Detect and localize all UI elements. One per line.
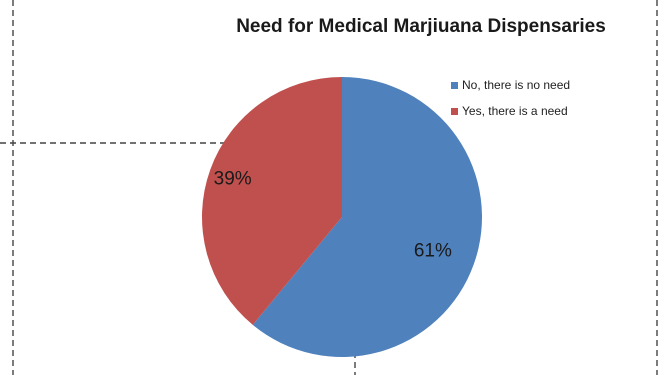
legend-label-0: No, there is no need	[462, 78, 570, 92]
legend: No, there is no need Yes, there is a need	[451, 78, 570, 118]
pie-slice-1	[202, 77, 342, 325]
chart-title: Need for Medical Marjiuana Dispensaries	[236, 16, 606, 37]
legend-label-1: Yes, there is a need	[462, 104, 568, 118]
legend-swatch-1	[451, 108, 458, 115]
legend-swatch-0	[451, 82, 458, 89]
pie-data-labels: 61% 39%	[214, 169, 452, 262]
pie-slice-0	[252, 77, 482, 357]
pie-slices	[202, 77, 482, 357]
data-label-1: 39%	[214, 169, 252, 190]
data-label-0: 61%	[414, 241, 452, 262]
